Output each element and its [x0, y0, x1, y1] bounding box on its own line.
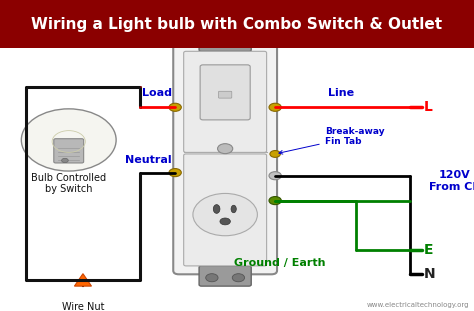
Text: Wire Nut: Wire Nut [62, 302, 104, 311]
Circle shape [269, 197, 281, 205]
Circle shape [206, 274, 218, 282]
Ellipse shape [231, 205, 236, 213]
Text: Break-away
Fin Tab: Break-away Fin Tab [279, 127, 384, 154]
Text: E: E [424, 243, 434, 258]
Text: www.electricaltechnology.org: www.electricaltechnology.org [367, 302, 469, 308]
FancyBboxPatch shape [219, 91, 232, 98]
FancyBboxPatch shape [183, 51, 266, 152]
Circle shape [270, 151, 280, 157]
Text: Wiring a Light bulb with Combo Switch & Outlet: Wiring a Light bulb with Combo Switch & … [31, 16, 443, 32]
Circle shape [269, 172, 281, 180]
Circle shape [169, 169, 181, 177]
Text: L: L [424, 100, 433, 114]
FancyBboxPatch shape [199, 266, 251, 286]
FancyBboxPatch shape [183, 154, 266, 266]
Circle shape [169, 103, 181, 111]
Text: 120V
From CB: 120V From CB [429, 170, 474, 192]
Text: Bulb Controlled
by Switch: Bulb Controlled by Switch [31, 173, 106, 194]
Text: Ground / Earth: Ground / Earth [234, 258, 326, 268]
Circle shape [232, 274, 245, 282]
FancyBboxPatch shape [0, 48, 474, 311]
Circle shape [62, 158, 68, 163]
FancyBboxPatch shape [173, 43, 277, 274]
Circle shape [269, 103, 281, 111]
Ellipse shape [213, 205, 220, 213]
Text: Load: Load [143, 88, 173, 98]
Text: N: N [424, 267, 436, 281]
Text: Line: Line [328, 88, 354, 98]
FancyBboxPatch shape [199, 31, 251, 51]
Circle shape [232, 35, 245, 44]
Circle shape [193, 193, 257, 236]
Circle shape [218, 144, 233, 154]
Circle shape [220, 218, 230, 225]
FancyBboxPatch shape [200, 65, 250, 120]
Text: Neutral: Neutral [125, 155, 171, 165]
FancyBboxPatch shape [0, 0, 474, 48]
FancyBboxPatch shape [54, 139, 83, 163]
Circle shape [21, 109, 116, 171]
Polygon shape [74, 274, 91, 286]
Circle shape [206, 35, 218, 44]
